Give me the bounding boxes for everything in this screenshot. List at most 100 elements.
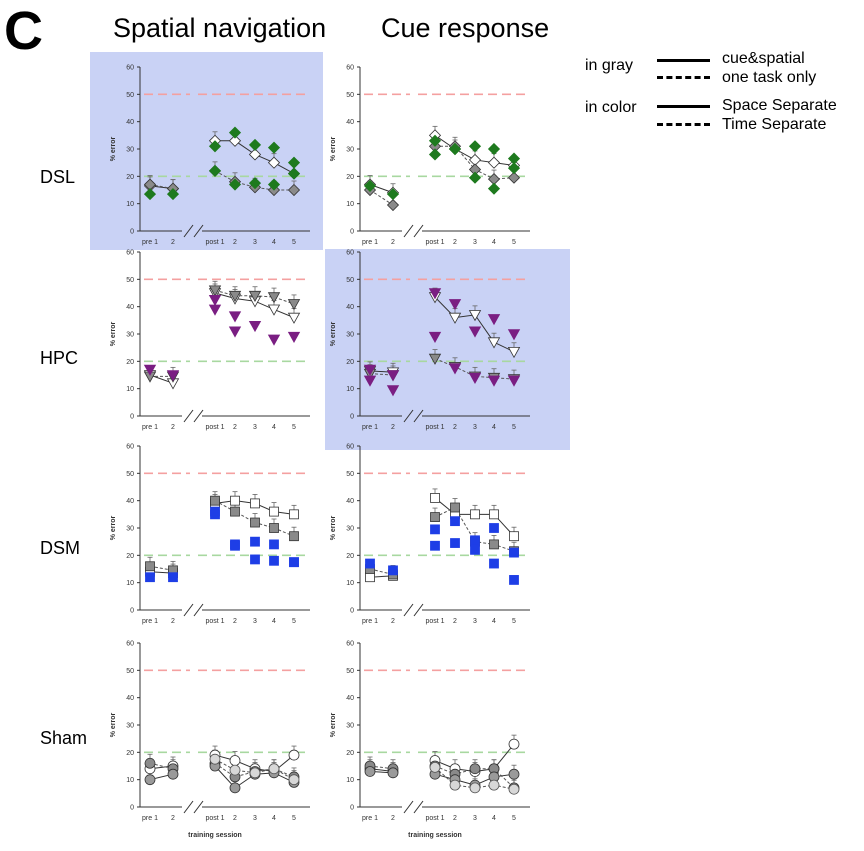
series-line [369, 189, 394, 206]
data-point-circle [144, 757, 156, 769]
data-point-square [509, 531, 519, 542]
x-tick-label: 3 [253, 618, 257, 625]
data-point-circle [508, 738, 520, 750]
x-tick-label: 4 [272, 815, 276, 822]
y-tick-label: 60 [126, 65, 134, 72]
axis-break-mark [413, 409, 424, 423]
x-tick-label: 2 [453, 815, 457, 822]
data-point-circle [469, 763, 481, 775]
data-point-diamond [143, 188, 157, 201]
axis-break-mark [183, 409, 194, 423]
data-point-circle [229, 764, 241, 776]
y-tick-label: 10 [126, 386, 134, 393]
x-tick-label: 4 [272, 239, 276, 246]
data-point-square [289, 557, 299, 568]
x-tick-label: post 1 [205, 815, 224, 822]
x-tick-label: pre 1 [142, 815, 158, 822]
x-tick-label: post 1 [425, 815, 444, 822]
y-tick-label: 40 [126, 304, 134, 311]
x-tick-label: 3 [253, 424, 257, 431]
y-axis-label: % error [330, 515, 337, 540]
y-tick-label: 50 [346, 471, 354, 478]
data-point-diamond [208, 164, 222, 177]
y-tick-label: 10 [346, 386, 354, 393]
x-tick-label: 2 [171, 424, 175, 431]
y-tick-label: 10 [126, 777, 134, 784]
y-tick-label: 60 [126, 641, 134, 648]
axis-break-mark [403, 603, 414, 617]
y-tick-label: 40 [346, 304, 354, 311]
data-point-diamond [487, 142, 501, 156]
chart-sham-spatial: 0 10 20 30 40 50 60 % error pre 1 2 post 1 2 3 4 5 trai… [110, 641, 310, 839]
y-tick-label: 30 [346, 332, 354, 339]
x-tick-label: post 1 [205, 239, 224, 246]
data-point-triangle [487, 337, 501, 349]
legend-color-label: in color [585, 99, 637, 116]
data-point-diamond [448, 142, 462, 156]
y-tick-label: 40 [346, 119, 354, 126]
data-point-circle [488, 779, 500, 791]
data-point-triangle [143, 364, 157, 376]
data-point-triangle [208, 285, 222, 297]
data-point-square [430, 540, 440, 551]
y-tick-label: 20 [346, 174, 354, 181]
x-tick-label: 2 [171, 239, 175, 246]
x-tick-label: 2 [233, 239, 237, 246]
x-tick-label: 3 [473, 815, 477, 822]
data-point-circle [288, 749, 300, 761]
data-point-square [168, 572, 178, 583]
data-point-diamond [507, 162, 521, 175]
data-point-square [470, 544, 480, 555]
data-point-square [269, 555, 279, 566]
data-point-diamond [267, 178, 281, 191]
x-tick-label: 4 [272, 424, 276, 431]
x-tick-label: pre 1 [142, 424, 158, 431]
data-point-diamond [228, 126, 242, 139]
y-tick-label: 30 [346, 723, 354, 730]
data-point-triangle [363, 364, 377, 376]
data-point-triangle [507, 375, 521, 387]
x-tick-label: 5 [292, 815, 296, 822]
y-tick-label: 10 [126, 580, 134, 587]
y-axis-label: % error [110, 515, 117, 540]
data-point-triangle [487, 375, 501, 387]
data-point-circle [167, 768, 179, 780]
data-point-square [210, 506, 220, 517]
data-point-square [289, 531, 299, 542]
data-point-circle [249, 767, 261, 779]
y-axis-label: % error [110, 712, 117, 737]
y-tick-label: 30 [346, 526, 354, 533]
y-tick-label: 30 [126, 332, 134, 339]
data-point-triangle [287, 299, 301, 311]
data-point-square [430, 493, 440, 503]
y-tick-label: 10 [126, 201, 134, 208]
y-tick-label: 50 [346, 668, 354, 675]
data-point-triangle [208, 295, 222, 307]
row-label-sham: Sham [40, 728, 88, 748]
data-point-square [489, 523, 499, 533]
y-tick-label: 60 [126, 444, 134, 451]
data-point-triangle [468, 326, 482, 338]
y-tick-label: 40 [346, 695, 354, 702]
data-point-triangle [228, 290, 242, 303]
data-point-diamond [248, 177, 262, 190]
axis-break-mark [183, 224, 194, 238]
data-point-circle [508, 783, 520, 795]
data-point-diamond [248, 138, 262, 151]
data-point-square [365, 572, 375, 583]
series-line [149, 762, 174, 770]
data-point-square [388, 565, 398, 576]
x-tick-label: 3 [473, 618, 477, 625]
data-point-triangle [448, 312, 462, 324]
data-point-triangle [267, 304, 281, 316]
x-tick-label: 4 [492, 618, 496, 625]
data-point-circle [387, 767, 399, 779]
data-point-circle [209, 753, 221, 765]
y-tick-label: 0 [130, 805, 134, 812]
x-axis-label: training session [408, 832, 462, 839]
y-tick-label: 50 [126, 668, 134, 675]
data-point-circle [229, 755, 241, 766]
x-tick-label: 2 [391, 239, 395, 246]
data-point-triangle [448, 299, 462, 311]
